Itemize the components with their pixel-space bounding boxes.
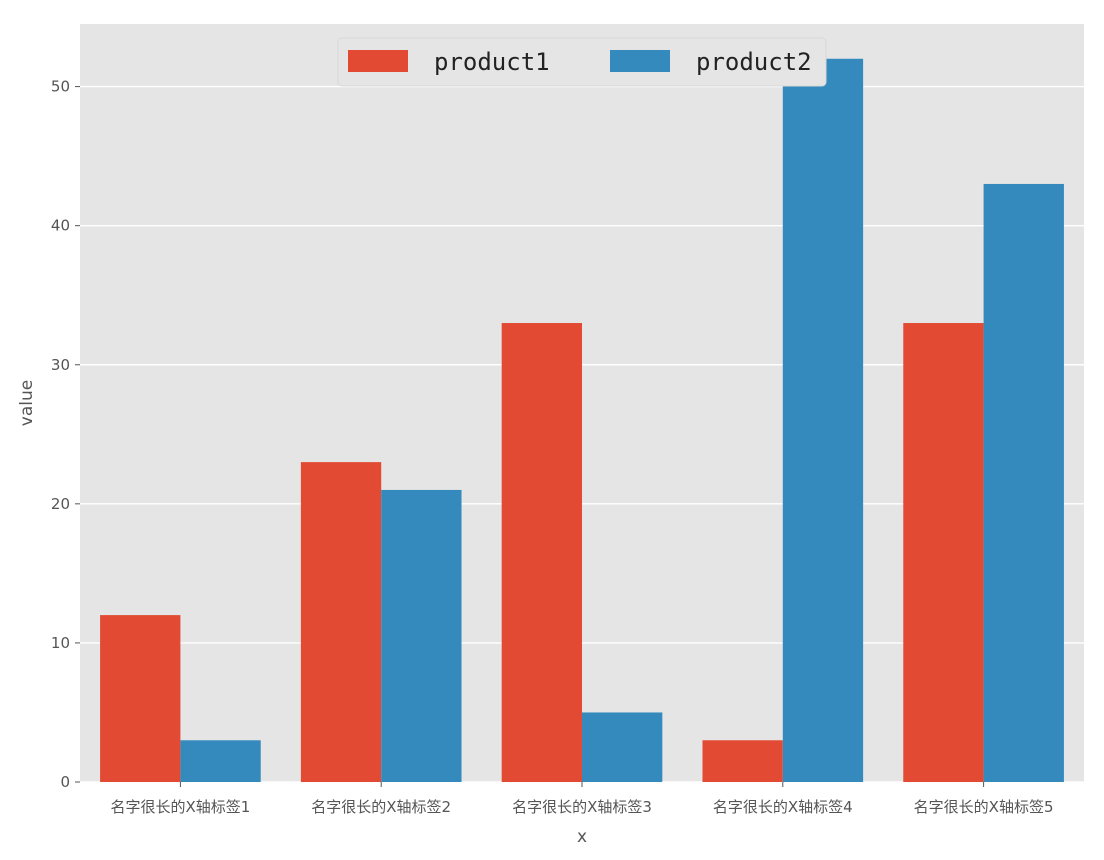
x-tick-label: 名字很长的X轴标签2 [311, 798, 451, 816]
bar-product1-1 [100, 615, 181, 782]
y-tick-label: 40 [51, 217, 70, 235]
y-tick-label: 30 [51, 356, 70, 374]
x-tick-label: 名字很长的X轴标签3 [512, 798, 652, 816]
legend-swatch-product1 [348, 50, 408, 72]
x-axis-title: x [577, 827, 587, 847]
x-tick-label: 名字很长的X轴标签1 [110, 798, 250, 816]
y-axis-title: value [17, 380, 37, 426]
x-tick-label: 名字很长的X轴标签5 [914, 798, 1054, 816]
legend-label-product2: product2 [696, 48, 812, 76]
bar-product2-2 [381, 489, 462, 782]
x-axis-ticks: 名字很长的X轴标签1 名字很长的X轴标签2 名字很长的X轴标签3 名字很长的X轴标签4… [110, 782, 1054, 816]
bar-product1-5 [903, 323, 984, 782]
bars [100, 58, 1064, 783]
bar-product2-4 [782, 58, 864, 783]
bar-product2-5 [983, 183, 1064, 783]
y-tick-label: 10 [51, 634, 70, 652]
legend-box [337, 37, 827, 87]
y-tick-label: 0 [60, 773, 70, 791]
y-axis-ticks: 0 10 20 30 40 50 [51, 78, 80, 791]
bar-product2-3 [582, 712, 663, 782]
x-tick-label: 名字很长的X轴标签4 [713, 798, 853, 816]
legend: product1 product2 [337, 37, 827, 87]
y-tick-label: 50 [51, 78, 70, 96]
bar-product1-4 [702, 740, 783, 782]
bar-product1-3 [501, 323, 582, 782]
bar-product1-2 [300, 462, 382, 782]
legend-label-product1: product1 [434, 48, 550, 76]
bar-product2-1 [180, 740, 261, 782]
y-tick-label: 20 [51, 495, 70, 513]
legend-swatch-product2 [610, 50, 670, 72]
